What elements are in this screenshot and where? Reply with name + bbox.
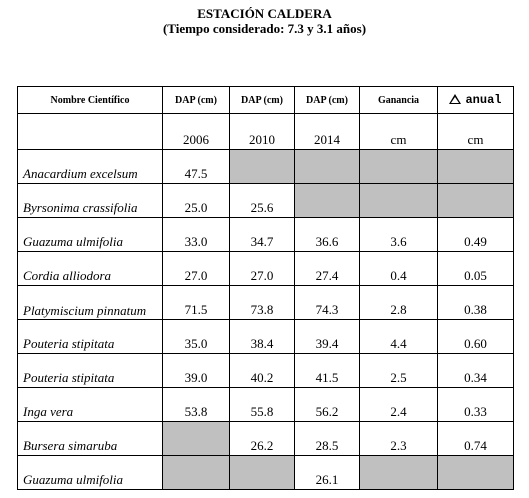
header-delta-anual: anual [437,86,514,114]
table-cell: 41.5 [294,353,360,388]
delta-icon [449,94,462,104]
header-ganancia: Ganancia [359,86,438,114]
species-name: Bursera simaruba [17,421,163,456]
table-cell: 36.6 [294,217,360,252]
subheader-cell: 2014 [294,113,360,150]
table-cell [162,455,230,490]
table-cell: 3.6 [359,217,438,252]
table-cell: 71.5 [162,285,230,320]
table-cell: 56.2 [294,387,360,422]
header-dap-2014: DAP (cm) [294,86,360,114]
table-cell: 55.8 [229,387,295,422]
table-row: Byrsonima crassifolia 25.0 25.6 [17,183,514,218]
table-cell: 0.4 [359,251,438,286]
table-cell: 27.4 [294,251,360,286]
header-nombre: Nombre Científico [17,86,163,114]
table-cell: 38.4 [229,319,295,354]
page-title: ESTACIÓN CALDERA [197,6,332,21]
table-body: Anacardium excelsum 47.5 Byrsonima crassif… [17,149,514,490]
page-subtitle: (Tiempo considerado: 7.3 y 3.1 años) [162,21,367,36]
table-cell: 47.5 [162,149,230,184]
species-name: Cordia alliodora [17,251,163,286]
table-cell: 26.2 [229,421,295,456]
table-cell [437,183,514,218]
table-cell: 35.0 [162,319,230,354]
data-table: Nombre Científico DAP (cm) DAP (cm) DAP … [17,86,514,490]
table-cell: 73.8 [229,285,295,320]
table-row: Pouteria stipitata 35.0 38.4 39.4 4.4 0.60 [17,319,514,354]
table-cell [437,149,514,184]
table-cell [229,455,295,490]
species-name: Anacardium excelsum [17,149,163,184]
table-cell: 0.38 [437,285,514,320]
subheader-cell: cm [359,113,438,150]
table-cell: 0.49 [437,217,514,252]
table-cell: 28.5 [294,421,360,456]
table-cell: 2.5 [359,353,438,388]
table-cell: 39.0 [162,353,230,388]
table-cell: 27.0 [229,251,295,286]
subheader-cell: cm [437,113,514,150]
table-cell [359,183,438,218]
table-cell [294,183,360,218]
table-cell: 53.8 [162,387,230,422]
table-row: Guazuma ulmifolia 33.0 34.7 36.6 3.6 0.49 [17,217,514,252]
header-dap-2010: DAP (cm) [229,86,295,114]
table-cell: 39.4 [294,319,360,354]
table-row: Cordia alliodora 27.0 27.0 27.4 0.4 0.05 [17,251,514,286]
table-cell: 2.4 [359,387,438,422]
table-cell: 2.8 [359,285,438,320]
table-cell: 25.0 [162,183,230,218]
table-cell [294,149,360,184]
species-name: Platymiscium pinnatum [17,285,163,320]
table-cell [229,149,295,184]
table-cell [437,455,514,490]
subheader-cell: 2010 [229,113,295,150]
table-cell: 74.3 [294,285,360,320]
table-cell: 0.05 [437,251,514,286]
table-cell: 33.0 [162,217,230,252]
table-cell: 25.6 [229,183,295,218]
header-anual-label: anual [465,93,502,107]
species-name: Inga vera [17,387,163,422]
table-row: Bursera simaruba 26.2 28.5 2.3 0.74 [17,421,514,456]
subheader-row: 2006 2010 2014 cm cm [17,113,514,150]
table-row: Guazuma ulmifolia 26.1 [17,455,514,490]
table-cell: 0.60 [437,319,514,354]
table-cell: 0.33 [437,387,514,422]
table-cell: 34.7 [229,217,295,252]
subheader-cell: 2006 [162,113,230,150]
species-name: Pouteria stipitata [17,319,163,354]
table-cell: 40.2 [229,353,295,388]
species-name: Pouteria stipitata [17,353,163,388]
table-cell: 27.0 [162,251,230,286]
table-cell [359,455,438,490]
table-cell: 4.4 [359,319,438,354]
table-cell [162,421,230,456]
table-cell: 0.34 [437,353,514,388]
table-row: Platymiscium pinnatum 71.5 73.8 74.3 2.8 0.38 [17,285,514,320]
header-dap-2006: DAP (cm) [162,86,230,114]
table-cell: 0.74 [437,421,514,456]
header-row: Nombre Científico DAP (cm) DAP (cm) DAP … [17,86,514,114]
table-row: Inga vera 53.8 55.8 56.2 2.4 0.33 [17,387,514,422]
table-row: Anacardium excelsum 47.5 [17,149,514,184]
species-name: Byrsonima crassifolia [17,183,163,218]
table-cell: 2.3 [359,421,438,456]
table-row: Pouteria stipitata 39.0 40.2 41.5 2.5 0.34 [17,353,514,388]
table-cell: 26.1 [294,455,360,490]
table-cell [359,149,438,184]
subheader-cell [17,113,163,150]
species-name: Guazuma ulmifolia [17,217,163,252]
species-name: Guazuma ulmifolia [17,455,163,490]
